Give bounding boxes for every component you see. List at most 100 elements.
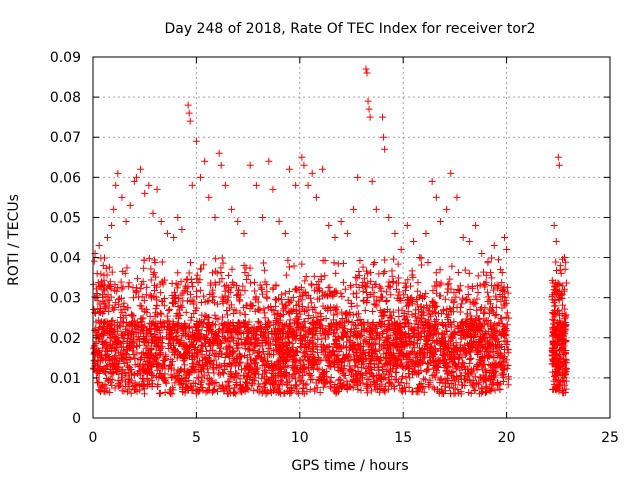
data-point: [365, 105, 373, 113]
data-point: [455, 354, 463, 362]
data-point: [454, 389, 462, 397]
data-point: [156, 333, 164, 341]
data-point: [337, 383, 345, 391]
data-point: [300, 327, 308, 335]
data-point: [550, 346, 558, 354]
data-point: [253, 364, 261, 372]
data-point: [376, 388, 384, 396]
data-point: [116, 295, 124, 303]
data-point: [416, 384, 424, 392]
x-tick-label: 20: [498, 430, 516, 446]
data-point: [192, 137, 200, 145]
data-point: [218, 339, 226, 347]
data-point: [263, 294, 271, 302]
data-point: [406, 333, 414, 341]
data-point: [371, 301, 379, 309]
data-point: [101, 352, 109, 360]
data-point: [178, 384, 186, 392]
data-point: [120, 347, 128, 355]
data-point: [100, 308, 108, 316]
data-point: [331, 381, 339, 389]
data-point: [396, 294, 404, 302]
data-point: [241, 310, 249, 318]
data-point: [102, 356, 110, 364]
data-point: [292, 181, 300, 189]
data-point: [478, 361, 486, 369]
data-point: [184, 101, 192, 109]
data-point: [453, 344, 461, 352]
data-point: [443, 370, 451, 378]
data-point: [358, 350, 366, 358]
data-point: [102, 264, 110, 272]
data-point: [234, 286, 242, 294]
data-point: [395, 351, 403, 359]
data-point: [326, 362, 334, 370]
data-point: [268, 306, 276, 314]
data-point: [272, 388, 280, 396]
data-point: [282, 271, 290, 279]
data-point: [262, 321, 270, 329]
data-point: [552, 351, 560, 359]
data-point: [447, 321, 455, 329]
data-point: [346, 336, 354, 344]
data-point: [295, 315, 303, 323]
data-point: [330, 326, 338, 334]
data-point: [279, 359, 287, 367]
data-point: [291, 375, 299, 383]
data-point: [472, 347, 480, 355]
data-point: [470, 333, 478, 341]
data-point: [120, 299, 128, 307]
data-point: [413, 295, 421, 303]
data-point: [169, 323, 177, 331]
data-point: [245, 340, 253, 348]
data-point: [108, 268, 116, 276]
data-point: [368, 177, 376, 185]
data-point: [415, 358, 423, 366]
data-point: [382, 382, 390, 390]
data-point: [404, 299, 412, 307]
data-point: [113, 319, 121, 327]
data-point: [427, 356, 435, 364]
data-point: [315, 284, 323, 292]
data-point: [404, 308, 412, 316]
data-point: [492, 371, 500, 379]
data-point: [359, 348, 367, 356]
data-point: [139, 361, 147, 369]
data-point: [554, 153, 562, 161]
data-point: [321, 272, 329, 280]
data-point: [292, 347, 300, 355]
data-point: [463, 310, 471, 318]
data-point: [101, 365, 109, 373]
data-point: [379, 113, 387, 121]
data-point: [238, 384, 246, 392]
data-point: [149, 372, 157, 380]
data-point: [553, 357, 561, 365]
data-point: [308, 362, 316, 370]
data-point: [464, 365, 472, 373]
data-point: [195, 368, 203, 376]
data-point: [286, 316, 294, 324]
data-point: [555, 161, 563, 169]
data-point: [117, 343, 125, 351]
data-point: [133, 349, 141, 357]
chart-title: Day 248 of 2018, Rate Of TEC Index for r…: [164, 21, 535, 37]
data-point: [338, 308, 346, 316]
data-point: [354, 330, 362, 338]
data-point: [288, 346, 296, 354]
data-point: [234, 217, 242, 225]
data-point: [501, 346, 509, 354]
data-point: [305, 369, 313, 377]
data-point: [348, 318, 356, 326]
data-point: [262, 389, 270, 397]
data-point: [439, 331, 447, 339]
data-point: [398, 363, 406, 371]
data-point: [465, 238, 473, 246]
data-point: [259, 213, 267, 221]
data-point: [380, 269, 388, 277]
data-point: [428, 372, 436, 380]
data-point: [360, 336, 368, 344]
data-point: [319, 257, 327, 265]
data-point: [360, 274, 368, 282]
y-tick-label: 0.06: [50, 170, 81, 186]
data-point: [457, 362, 465, 370]
